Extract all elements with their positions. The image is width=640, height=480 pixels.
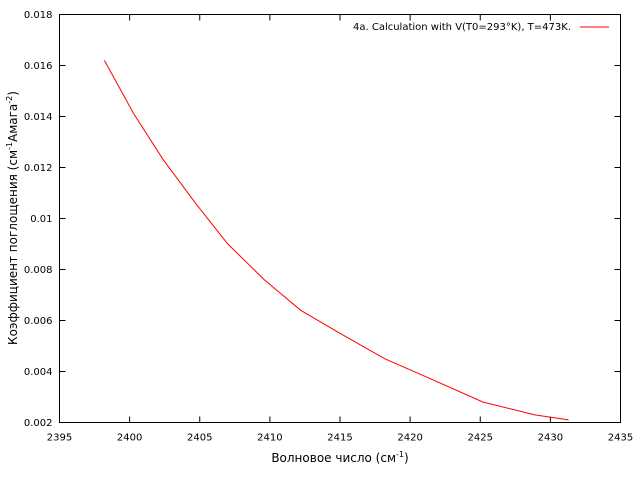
plot-frame xyxy=(59,14,621,423)
y-axis-title: Коэффициент поглощения (см-1Амага-2) xyxy=(5,91,20,345)
y-axis-title-part1: Коэффициент поглощения (см xyxy=(6,150,20,345)
y-tick-label: 0.018 xyxy=(24,10,53,21)
x-tick-label: 2415 xyxy=(327,433,352,444)
x-tick-label: 2400 xyxy=(117,433,142,444)
x-axis-title-sup: -1 xyxy=(396,450,404,459)
x-tick-label: 2410 xyxy=(257,433,282,444)
y-tick-label: 0.014 xyxy=(24,112,53,123)
y-tick-label: 0.006 xyxy=(24,316,53,327)
x-tick-label: 2405 xyxy=(187,433,212,444)
y-axis-title-sup1: -1 xyxy=(5,142,14,150)
x-axis-title: Волновое число (см-1) xyxy=(271,450,408,465)
y-axis-title-sup2: -2 xyxy=(5,96,14,104)
x-tick-label: 2430 xyxy=(538,433,563,444)
x-tick-label: 2420 xyxy=(397,433,422,444)
y-axis-title-part3: ) xyxy=(6,91,20,96)
y-tick-label: 0.016 xyxy=(24,61,53,72)
legend-label: 4a. Calculation with V(T0=293°K), T=473K… xyxy=(353,22,571,33)
x-tick-label: 2425 xyxy=(468,433,493,444)
y-tick-label: 0.01 xyxy=(30,214,52,225)
x-tick-label: 2435 xyxy=(608,433,633,444)
x-axis-title-tail: ) xyxy=(404,451,409,465)
x-tick-label: 2395 xyxy=(47,433,72,444)
legend: 4a. Calculation with V(T0=293°K), T=473K… xyxy=(353,22,609,33)
series-line-0 xyxy=(103,60,569,421)
y-tick-label: 0.002 xyxy=(24,418,53,429)
y-tick-label: 0.004 xyxy=(24,367,53,378)
series-layer xyxy=(103,60,569,421)
y-tick-label: 0.008 xyxy=(24,265,53,276)
tick-labels: 2395 2400 2405 2410 2415 2420 2425 2430 2435 0.00… xyxy=(24,10,633,444)
x-axis-title-main: Волновое число (см xyxy=(271,451,396,465)
y-tick-label: 0.012 xyxy=(24,163,53,174)
axis-ticks xyxy=(59,14,621,423)
y-axis-title-part2: Амага xyxy=(6,104,20,142)
